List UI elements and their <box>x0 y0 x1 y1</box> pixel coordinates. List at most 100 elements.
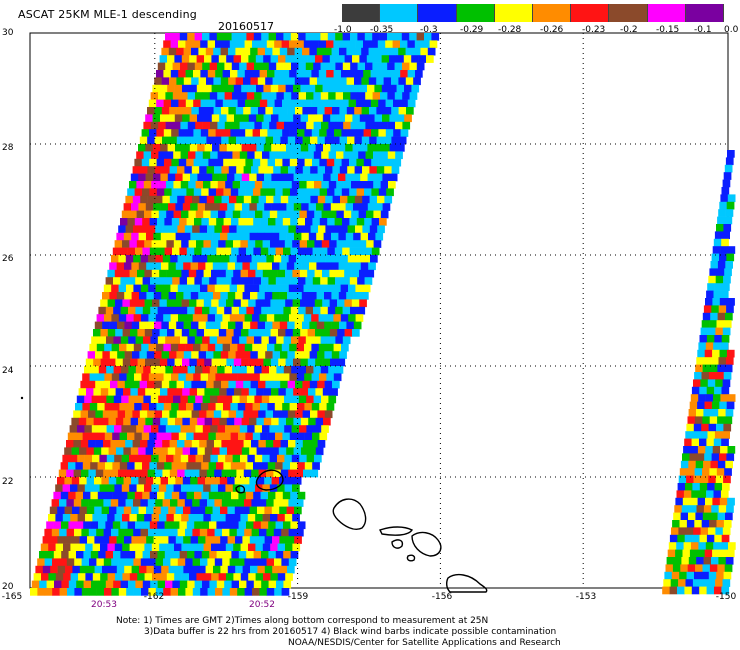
swath-cell <box>273 440 281 448</box>
swath-cell <box>267 129 276 137</box>
swath-cell <box>86 417 94 426</box>
swath-cell <box>382 144 390 152</box>
swath-cell <box>272 380 281 389</box>
swath-cell <box>181 543 190 552</box>
swath-cell <box>164 432 172 441</box>
swath-cell <box>252 588 260 596</box>
swath-cell <box>272 565 280 574</box>
swath-cell <box>83 551 92 559</box>
swath-cell <box>52 588 60 596</box>
swath-cell <box>187 366 196 374</box>
legend-label: -0.23 <box>582 25 606 35</box>
swath-cell <box>671 527 679 536</box>
swath-cell <box>246 521 254 530</box>
swath-cell <box>367 173 376 182</box>
swath-cell <box>101 536 110 544</box>
swath-cell <box>191 166 200 174</box>
swath-cell <box>182 447 191 456</box>
swath-cell <box>77 543 86 552</box>
swath-cell <box>280 166 289 174</box>
swath-cell <box>154 77 162 86</box>
swath-cell <box>300 84 309 93</box>
swath-cell <box>245 491 254 500</box>
swath-cell <box>351 299 360 308</box>
swath-cell <box>133 225 141 234</box>
swath-cell <box>287 380 296 389</box>
swath-cell <box>230 343 238 352</box>
swath-cell <box>713 438 722 447</box>
swath-cell <box>147 440 156 448</box>
swath-cell <box>111 284 119 293</box>
swath-cell <box>376 107 385 115</box>
swath-cell <box>242 477 250 485</box>
swath-cell <box>294 262 302 271</box>
swath-cell <box>240 240 249 248</box>
swath-cell <box>192 588 201 596</box>
swath-cell <box>325 166 333 174</box>
swath-cell <box>145 447 154 456</box>
swath-cell <box>713 490 722 499</box>
swath-cell <box>313 366 322 374</box>
swath-cell <box>186 491 195 500</box>
swath-cell <box>211 269 219 278</box>
swath-cell <box>221 107 229 115</box>
swath-cell <box>209 521 217 530</box>
swath-cell <box>392 70 401 78</box>
swath-cell <box>202 306 210 315</box>
swath-cell <box>84 395 92 404</box>
swath-cell <box>221 499 230 507</box>
swath-cell <box>696 453 705 462</box>
swath-cell <box>225 425 233 433</box>
swath-cell <box>133 588 142 596</box>
swath-cell <box>311 70 320 78</box>
swath-cell <box>99 425 107 433</box>
swath-cell <box>142 306 151 315</box>
swath-cell <box>176 107 185 115</box>
swath-cell <box>236 410 244 419</box>
swath-cell <box>725 409 734 417</box>
swath-cell <box>171 99 179 108</box>
swath-cell <box>274 343 283 352</box>
swath-cell <box>173 151 181 160</box>
swath-cell <box>288 528 297 537</box>
swath-cell <box>286 477 295 485</box>
swath-cell <box>202 395 211 404</box>
swath-cell <box>277 484 285 493</box>
swath-cell <box>202 580 210 589</box>
swath-cell <box>726 253 735 262</box>
swath-cell <box>68 491 76 500</box>
swath-cell <box>266 588 275 596</box>
swath-cell <box>369 225 378 234</box>
swath-cell <box>124 292 132 300</box>
swath-cell <box>270 269 278 278</box>
swath-cell <box>199 136 207 145</box>
swath-cell <box>716 268 725 277</box>
swath-cell <box>215 129 224 137</box>
swath-cell <box>116 506 125 515</box>
swath-cell <box>214 499 223 507</box>
swath-cell <box>187 580 195 589</box>
swath-cell <box>367 84 375 93</box>
swath-cell <box>333 99 342 108</box>
swath-cell <box>244 40 253 49</box>
swath-cell <box>234 506 243 515</box>
swath-cell <box>85 514 93 522</box>
swath-cell <box>241 417 250 426</box>
swath-cell <box>79 477 87 485</box>
swath-cell <box>197 477 206 485</box>
swath-cell <box>200 558 208 567</box>
swath-cell <box>218 269 227 278</box>
swath-cell <box>220 77 229 86</box>
swath-cell <box>162 528 171 537</box>
swath-cell <box>182 203 191 211</box>
swath-cell <box>93 417 102 426</box>
swath-cell <box>371 247 380 256</box>
swath-cell <box>109 506 117 515</box>
swath-cell <box>164 158 172 167</box>
swath-cell <box>152 329 160 337</box>
swath-cell <box>179 218 187 226</box>
swath-cell <box>120 491 128 500</box>
swath-cell <box>702 416 710 425</box>
swath-cell <box>696 409 704 417</box>
swath-cell <box>353 232 361 241</box>
